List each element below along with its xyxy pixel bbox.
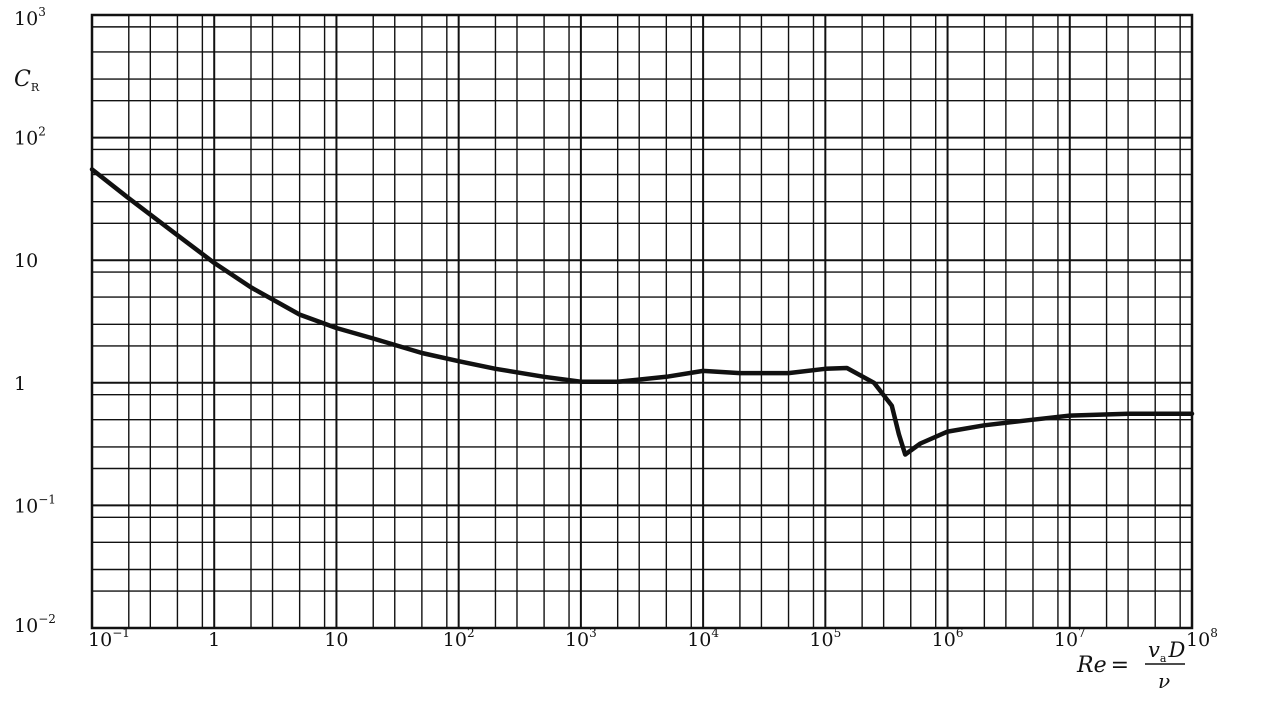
x-axis-denominator: ν [1158, 669, 1170, 693]
x-tick-label: 103 [565, 626, 597, 651]
series-line-drag-coefficient [89, 167, 1195, 457]
y-tick-label: 10−2 [14, 612, 56, 637]
x-axis-numerator: v [1148, 638, 1160, 662]
svg-text:vaD: vaD [1148, 638, 1185, 665]
x-axis-numerator-tail: D [1167, 638, 1185, 662]
x-tick-labels: 10−1 1 10 102 103 104 105 106 107 108 [88, 626, 1218, 651]
x-tick-label: 107 [1054, 626, 1086, 651]
x-tick-label: 10 [324, 629, 348, 651]
y-tick-label: 10−1 [14, 492, 56, 517]
x-axis-symbol: Re [1076, 653, 1107, 678]
y-axis-symbol: C [14, 67, 31, 92]
plot-frame [90, 13, 1194, 630]
x-tick-label: 104 [687, 626, 719, 651]
x-tick-label: 106 [932, 626, 964, 651]
x-tick-label: 105 [809, 626, 841, 651]
svg-text:Re=: Re = [1076, 653, 1129, 678]
x-tick-label: 102 [443, 626, 475, 651]
y-tick-label: 103 [14, 5, 46, 30]
y-tick-label: 102 [14, 125, 46, 150]
x-tick-label: 108 [1186, 626, 1218, 651]
x-axis-equals: = [1111, 653, 1129, 678]
grid [91, 15, 1192, 629]
y-tick-label: 10 [14, 250, 38, 272]
y-axis-title: CR [14, 67, 40, 94]
x-tick-label: 1 [208, 629, 220, 651]
y-axis-subscript: R [31, 81, 40, 94]
x-axis-title: Re = vaD ν [1076, 638, 1185, 693]
x-tick-label: 10−1 [88, 626, 130, 651]
y-tick-label: 1 [14, 373, 26, 395]
x-axis-numerator-subscript: a [1160, 652, 1167, 665]
